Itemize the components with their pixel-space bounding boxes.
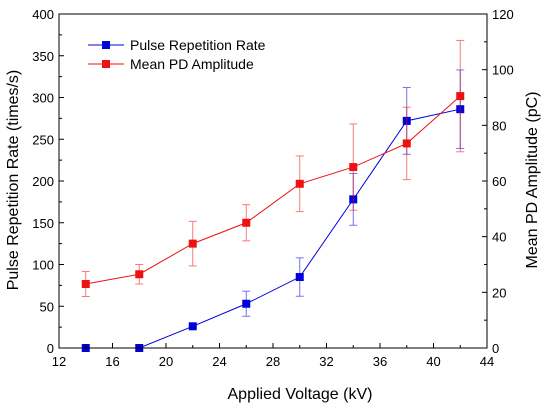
x-tick-label-32: 32	[319, 354, 333, 369]
y-left-tick-label-350: 350	[32, 49, 54, 64]
x-axis-label: Applied Voltage (kV)	[228, 386, 373, 403]
legend-marker-pulse-repetition-rate	[102, 41, 110, 49]
y-left-tick-label-50: 50	[40, 299, 54, 314]
data-point-pulse-repetition-rate	[242, 299, 251, 308]
x-tick-label-44: 44	[480, 354, 494, 369]
legend-label-mean-pd-amplitude: Mean PD Amplitude	[130, 56, 254, 72]
x-tick-label-40: 40	[426, 354, 440, 369]
data-point-mean-pd-amplitude	[81, 279, 90, 288]
data-point-mean-pd-amplitude	[135, 270, 144, 279]
y-left-tick-label-300: 300	[32, 91, 54, 106]
series-line-mean-pd-amplitude	[85, 95, 461, 285]
y-right-tick-label-120: 120	[492, 7, 514, 22]
data-point-mean-pd-amplitude	[456, 92, 465, 101]
x-tick-label-36: 36	[373, 354, 387, 369]
plot-area	[81, 39, 465, 352]
data-point-mean-pd-amplitude	[402, 139, 411, 148]
legend-marker-mean-pd-amplitude	[102, 60, 110, 68]
y-axis-left-label: Pulse Repetition Rate (times/s)	[5, 70, 22, 291]
x-tick-label-28: 28	[266, 354, 280, 369]
data-point-mean-pd-amplitude	[295, 179, 304, 188]
series-mean-pd-amplitude	[81, 39, 465, 298]
y-axis-right-label: Mean PD Amplitude (pC)	[524, 92, 541, 269]
y-left-tick-label-0: 0	[47, 341, 54, 356]
y-left-tick-label-250: 250	[32, 132, 54, 147]
legend-item-pulse-repetition-rate: Pulse Repetition Rate	[88, 37, 266, 53]
legend: Pulse Repetition Rate Mean PD Amplitude	[88, 37, 266, 72]
y-right-tick-label-0: 0	[492, 341, 499, 356]
y-left-tick-label-100: 100	[32, 258, 54, 273]
data-point-mean-pd-amplitude	[349, 163, 358, 172]
y-right-tick-label-60: 60	[492, 174, 506, 189]
x-tick-label-24: 24	[212, 354, 226, 369]
axes: 12 16 20 24 28 32 36 40 440501001502002503003504…	[32, 7, 513, 369]
data-point-mean-pd-amplitude	[188, 239, 197, 248]
x-tick-label-20: 20	[159, 354, 173, 369]
data-point-pulse-repetition-rate	[295, 273, 304, 282]
data-point-mean-pd-amplitude	[242, 218, 251, 227]
series-line-pulse-repetition-rate	[85, 108, 461, 349]
y-right-tick-label-20: 20	[492, 285, 506, 300]
y-left-tick-label-200: 200	[32, 174, 54, 189]
x-tick-label-16: 16	[105, 354, 119, 369]
y-right-tick-label-40: 40	[492, 230, 506, 245]
x-tick-label-12: 12	[52, 354, 66, 369]
y-left-tick-label-400: 400	[32, 7, 54, 22]
y-left-tick-label-150: 150	[32, 216, 54, 231]
y-right-tick-label-80: 80	[492, 118, 506, 133]
data-point-pulse-repetition-rate	[188, 322, 197, 331]
y-right-tick-label-100: 100	[492, 63, 514, 78]
legend-item-mean-pd-amplitude: Mean PD Amplitude	[88, 56, 254, 72]
legend-label-pulse-repetition-rate: Pulse Repetition Rate	[130, 37, 266, 53]
